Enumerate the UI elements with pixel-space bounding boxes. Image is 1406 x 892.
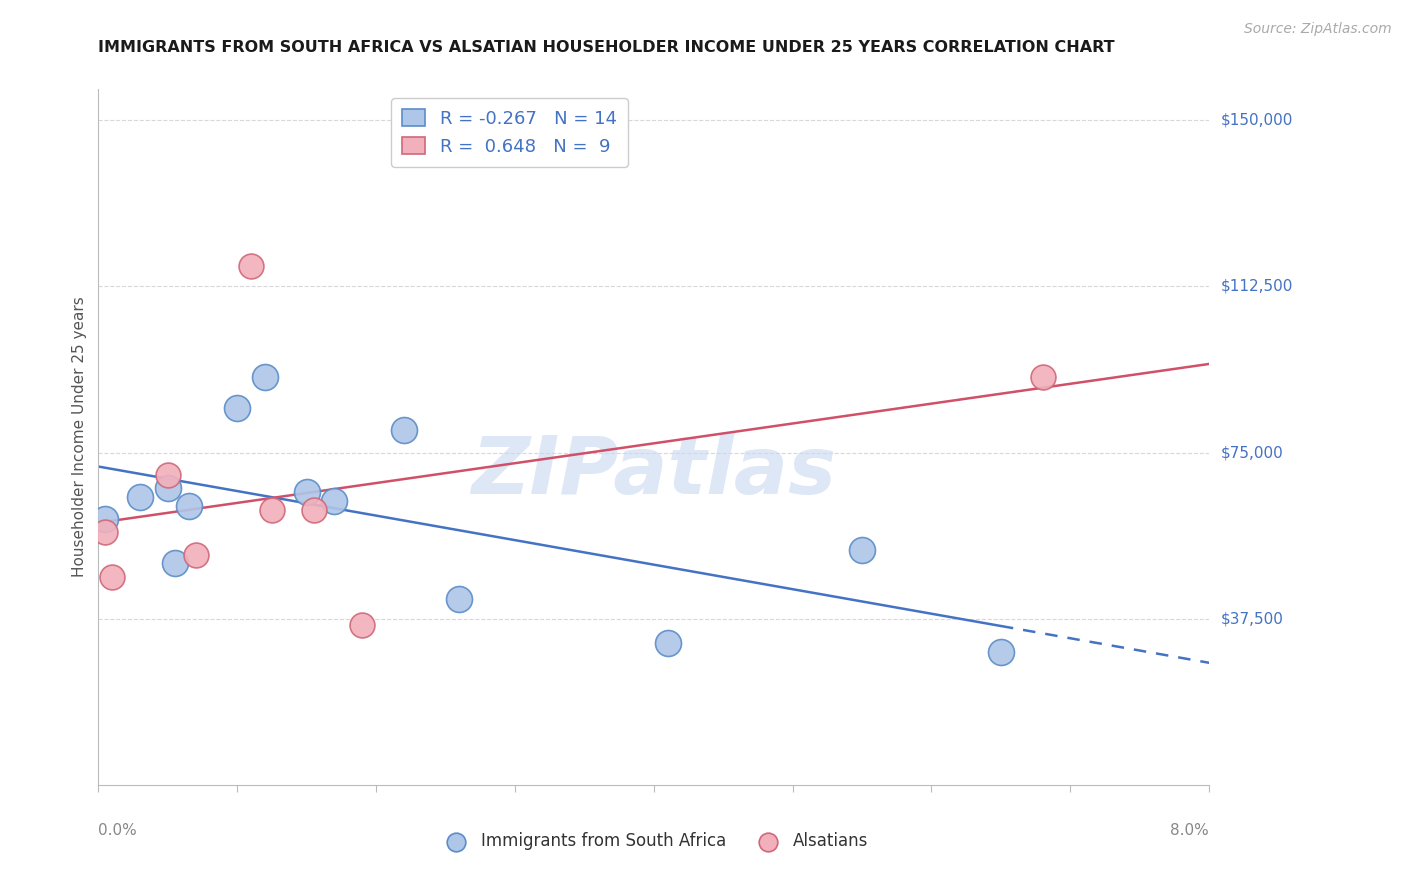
Point: [163, 557, 186, 571]
Point: [352, 618, 374, 632]
Point: [295, 485, 318, 500]
Point: [156, 467, 179, 482]
Point: [449, 591, 471, 606]
Point: [1032, 370, 1054, 384]
Point: [253, 370, 276, 384]
Text: $75,000: $75,000: [1220, 445, 1284, 460]
Y-axis label: Householder Income Under 25 years: Householder Income Under 25 years: [72, 297, 87, 577]
Point: [302, 503, 325, 517]
Point: [129, 490, 152, 504]
Point: [156, 481, 179, 495]
Point: [240, 260, 263, 274]
Point: [94, 525, 117, 540]
Point: [657, 636, 679, 650]
Text: IMMIGRANTS FROM SOUTH AFRICA VS ALSATIAN HOUSEHOLDER INCOME UNDER 25 YEARS CORRE: IMMIGRANTS FROM SOUTH AFRICA VS ALSATIAN…: [98, 40, 1115, 55]
Point: [94, 512, 117, 526]
Legend: Immigrants from South Africa, Alsatians: Immigrants from South Africa, Alsatians: [433, 825, 875, 856]
Point: [226, 401, 249, 416]
Point: [990, 645, 1012, 659]
Point: [323, 494, 346, 508]
Text: $150,000: $150,000: [1220, 112, 1292, 128]
Point: [392, 424, 415, 438]
Text: 0.0%: 0.0%: [98, 823, 138, 838]
Text: $37,500: $37,500: [1220, 611, 1284, 626]
Text: 8.0%: 8.0%: [1170, 823, 1209, 838]
Text: ZIPatlas: ZIPatlas: [471, 433, 837, 511]
Point: [177, 499, 200, 513]
Point: [101, 569, 124, 583]
Point: [851, 543, 873, 558]
Point: [184, 548, 207, 562]
Point: [260, 503, 283, 517]
Text: $112,500: $112,500: [1220, 279, 1292, 293]
Text: Source: ZipAtlas.com: Source: ZipAtlas.com: [1244, 22, 1392, 37]
